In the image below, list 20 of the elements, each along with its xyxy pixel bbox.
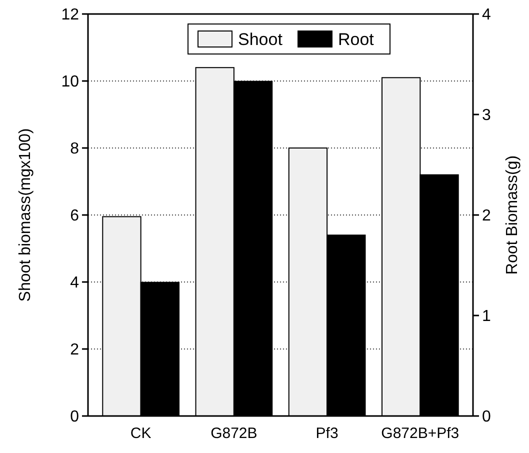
y-tick-label: 12 [61,6,80,24]
x-tick-label: G872B+Pf3 [381,425,460,442]
y-tick-label: 2 [70,342,80,359]
y2-tick-label: 1 [482,308,491,326]
y-axis-title: Shoot biomass(mgx100) [17,128,34,302]
legend-label: Shoot [238,30,283,49]
x-tick-label: G872B [210,425,258,442]
y-tick-label: 0 [70,408,80,426]
y-tick-label: 10 [61,74,80,91]
legend-label: Root [338,30,374,49]
y2-tick-label: 2 [482,208,491,225]
y2-tick-label: 3 [482,107,491,124]
y2-tick-label: 4 [482,6,491,24]
x-tick-label: CK [130,425,152,442]
y-tick-label: 6 [70,208,80,225]
y-tick-label: 4 [70,274,80,292]
x-tick-label: Pf3 [316,425,338,442]
y2-axis-title: Root Biomass(g) [504,155,521,275]
y-tick-label: 8 [70,140,80,158]
y2-tick-label: 0 [482,408,491,426]
